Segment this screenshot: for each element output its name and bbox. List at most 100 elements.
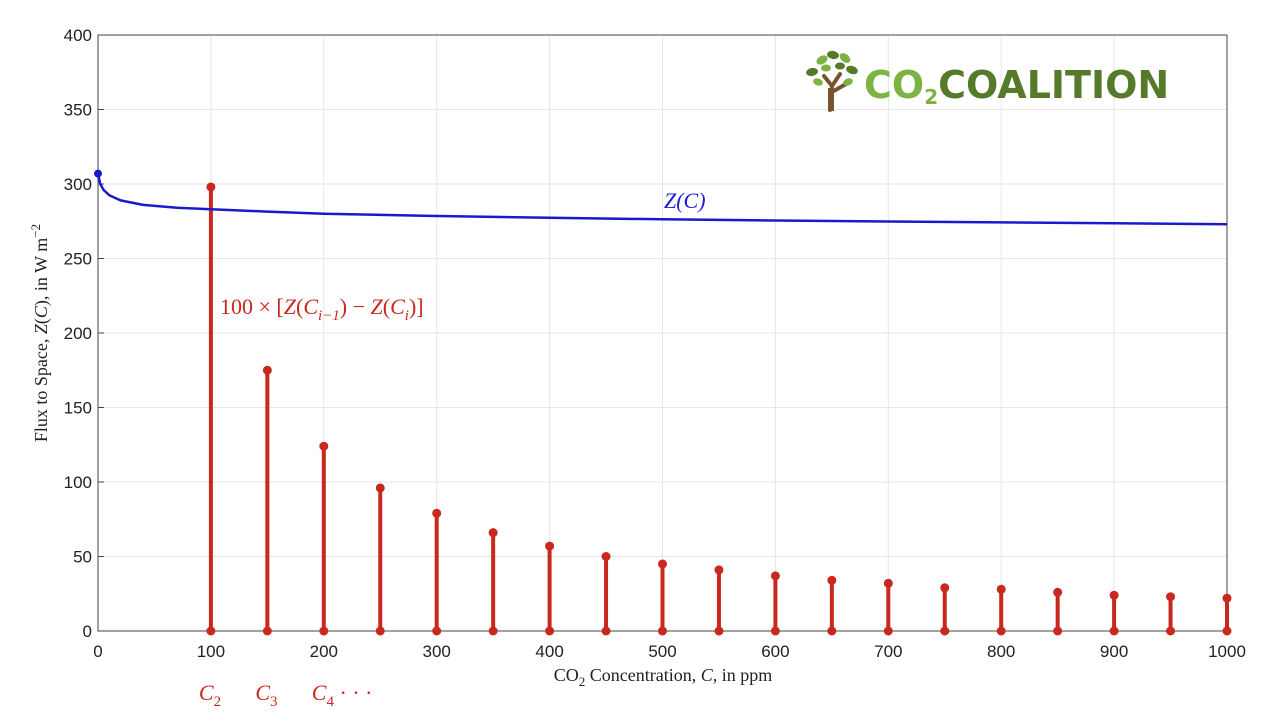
stem-base-marker [1222,626,1232,636]
y-tick-label: 100 [64,473,92,492]
z-curve-start-marker [94,169,102,178]
stem-base-marker [1166,626,1176,636]
stem-base-marker [262,626,272,636]
x-label-part: , in ppm [713,665,773,685]
co2-coalition-logo: CO2COALITION [806,50,1169,112]
x-label-part: CO [554,665,579,685]
x-tick-label: 200 [310,642,338,661]
stem-top-marker [827,575,837,585]
stem-top-marker [1166,592,1176,602]
stem-label-part: Z [284,294,297,319]
stem-base-marker [714,626,724,636]
y-tick-label: 300 [64,175,92,194]
tree-icon [806,50,858,112]
y-axis-ticks: 0 50 100 150 200 250 300 350 400 [64,26,104,641]
x-tick-label: 600 [761,642,789,661]
y-tick-label: 250 [64,250,92,269]
stem-label-part: C [390,294,405,319]
stem-base-marker [319,626,329,636]
stem-label-part: Z [371,294,384,319]
y-label-part: Flux to Space, [31,334,51,442]
stem-top-marker [714,565,724,575]
stem-base-marker [1053,626,1063,636]
stem-base-marker [827,626,837,636]
stem-top-marker [319,441,329,451]
x-tick-label: 500 [648,642,676,661]
stem-base-marker [375,626,385,636]
x-tick-label: 400 [535,642,563,661]
logo-co: CO [864,63,924,107]
stem-top-marker [1053,587,1063,597]
stem-top-marker [883,578,893,588]
stem-base-marker [601,626,611,636]
stem-top-marker [262,365,272,375]
y-label-part: ( [31,318,52,324]
stem-base-marker [883,626,893,636]
stem-base-marker [432,626,442,636]
x-label-part: Concentration, [585,665,700,685]
y-tick-label: 200 [64,324,92,343]
stem-top-marker [1222,593,1232,603]
stem-label-part: i [405,308,409,324]
stem-top-marker [940,583,950,593]
stem-top-marker [375,483,385,493]
y-tick-label: 350 [64,101,92,120]
stem-label-part: C [303,294,318,319]
stem-label-part: i−1 [318,308,340,324]
stem-label-part: ) − [340,294,371,319]
stem-base-marker [770,626,780,636]
y-tick-label: 50 [73,548,92,567]
stem-base-marker [488,626,498,636]
stem-top-marker [206,182,216,192]
stem-base-marker [545,626,555,636]
z-curve-line [96,173,1228,226]
y-tick-label: 0 [83,622,92,641]
x-tick-label: 300 [423,642,451,661]
stem-base-marker [940,626,950,636]
stem-series [206,182,1232,636]
grid-lines [98,35,1227,631]
x-tick-label: 1000 [1208,642,1246,661]
stem-series-label: 100 × [Z(Ci−1) − Z(Ci)] [220,294,424,324]
x-tick-label: 0 [93,642,102,661]
stem-top-marker [770,571,780,581]
stem-label-part: ( [383,294,390,319]
x-tick-label: 100 [197,642,225,661]
stem-top-marker [488,528,498,538]
stem-base-marker [206,626,216,636]
y-label-part: −2 [28,224,43,238]
y-label-part: ), in W m [31,238,52,306]
y-tick-label: 150 [64,399,92,418]
stem-label-part: 100 × [ [220,294,284,319]
y-axis-label: Flux to Space, Z(C), in W m−2 [28,224,52,442]
stem-top-marker [658,559,667,569]
stem-top-marker [545,541,555,551]
bottom-c-label: C3 [255,680,277,710]
stem-top-marker [996,584,1006,594]
bottom-c-labels: C2 C3 C4 · · · [199,680,373,710]
x-label-part: C [701,665,714,685]
bottom-c-label: C2 [199,680,221,710]
stem-top-marker [1109,590,1119,600]
x-axis-ticks: 0 100 200 300 400 500 600 700 800 900 1000 [93,625,1246,661]
stem-label-part: )] [409,294,424,319]
stem-label-part: ( [296,294,303,319]
bottom-c-label: C4 · · · [312,680,373,710]
logo-coalition: COALITION [938,63,1169,107]
x-tick-label: 900 [1100,642,1128,661]
y-label-part: C [31,305,51,318]
logo-sub: 2 [924,85,938,109]
stem-base-marker [658,626,667,636]
stem-top-marker [601,552,611,561]
x-tick-label: 700 [874,642,902,661]
z-curve-label: Z(C) [664,188,706,213]
x-tick-label: 800 [987,642,1015,661]
y-label-part: Z [31,323,51,334]
x-axis-label: CO2 Concentration, C, in ppm [554,665,773,689]
y-tick-label: 400 [64,26,92,45]
stem-top-marker [432,508,442,518]
x-label-part: 2 [579,674,586,689]
svg-text:CO2COALITION: CO2COALITION [864,63,1169,109]
stem-base-marker [996,626,1006,636]
